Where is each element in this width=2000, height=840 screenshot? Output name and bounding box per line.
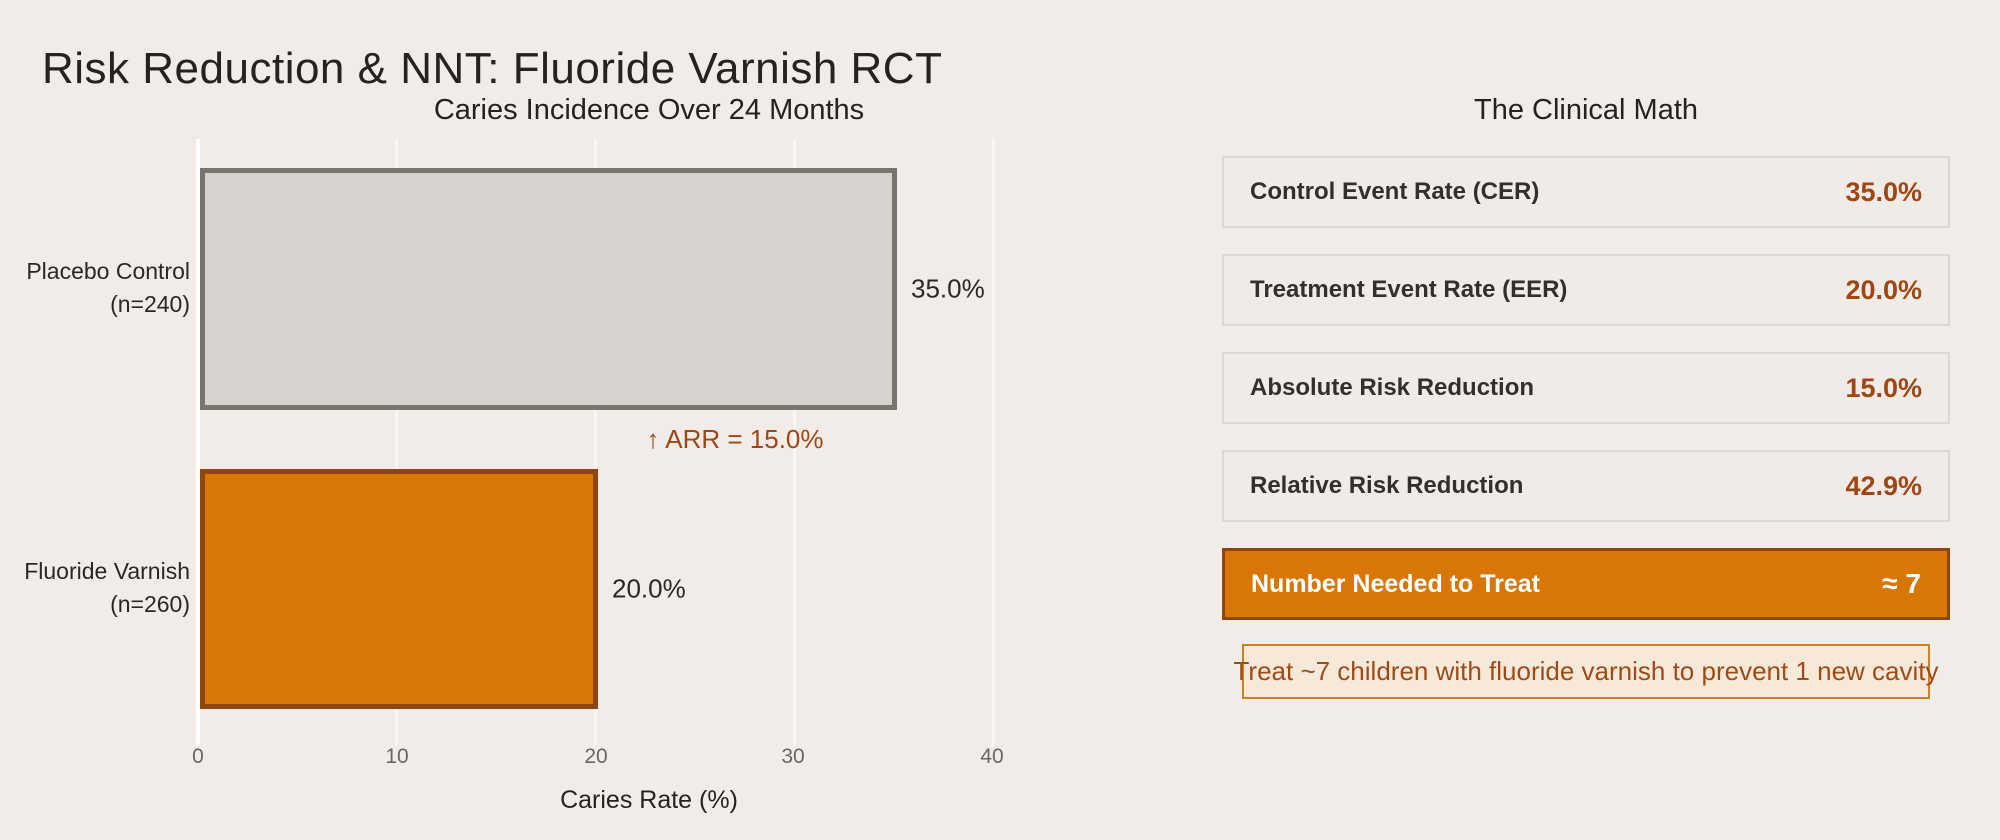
stat-row-arr: Absolute Risk Reduction 15.0%: [1222, 352, 1950, 424]
chart-title: Caries Incidence Over 24 Months: [433, 94, 865, 126]
plot-area: 35.0% 20.0% ↑ ARR = 15.0% 0 10 20 30 40: [192, 139, 1100, 768]
stat-value: 42.9%: [1845, 470, 1922, 501]
y-label-line2: (n=240): [110, 291, 190, 317]
y-label-line1: Fluoride Varnish: [24, 558, 190, 584]
stat-row-eer: Treatment Event Rate (EER) 20.0%: [1222, 254, 1950, 326]
stat-row-rrr: Relative Risk Reduction 42.9%: [1222, 450, 1950, 522]
x-tick-label: 10: [385, 745, 409, 768]
y-label-line2: (n=260): [110, 591, 190, 617]
bar-placebo-control: [200, 168, 897, 410]
stat-value: 20.0%: [1845, 274, 1922, 305]
y-tick-label-fluoride: Fluoride Varnish (n=260): [10, 555, 190, 621]
clinical-math-panel: Control Event Rate (CER) 35.0% Treatment…: [1222, 156, 1950, 646]
stat-value: 15.0%: [1845, 372, 1922, 403]
bar-fluoride-varnish: [200, 469, 598, 709]
nnt-note: Treat ~7 children with fluoride varnish …: [1234, 644, 1939, 699]
figure-title: Risk Reduction & NNT: Fluoride Varnish R…: [42, 44, 943, 93]
gridline: [793, 139, 796, 746]
x-tick-label: 30: [781, 745, 805, 768]
stat-label: Treatment Event Rate (EER): [1250, 276, 1568, 303]
arr-annotation: ↑ ARR = 15.0%: [646, 424, 824, 454]
panel-title: The Clinical Math: [1473, 94, 1699, 126]
stat-label: Relative Risk Reduction: [1250, 472, 1524, 499]
bar-row-fluoride: 20.0%: [200, 469, 1090, 709]
gridline: [992, 139, 995, 746]
stat-row-nnt: Number Needed to Treat ≈ 7: [1222, 548, 1950, 620]
bar-row-placebo: 35.0%: [200, 168, 1090, 410]
x-axis-title: Caries Rate (%): [560, 786, 738, 814]
stat-value: 35.0%: [1845, 176, 1922, 207]
gridline: [594, 139, 597, 746]
stat-label: Absolute Risk Reduction: [1250, 374, 1535, 401]
y-label-line1: Placebo Control: [26, 258, 190, 284]
gridline: [395, 139, 398, 746]
stat-label: Control Event Rate (CER): [1250, 178, 1540, 205]
x-tick-label: 20: [584, 745, 608, 768]
stat-value: ≈ 7: [1882, 568, 1921, 599]
bar-value-label: 35.0%: [911, 273, 985, 304]
stat-row-cer: Control Event Rate (CER) 35.0%: [1222, 156, 1950, 228]
bar-value-label: 20.0%: [612, 573, 686, 604]
x-tick-label: 0: [192, 745, 204, 768]
y-tick-label-placebo: Placebo Control (n=240): [10, 255, 190, 321]
x-axis-zero-line: [196, 139, 200, 746]
stat-label: Number Needed to Treat: [1251, 569, 1540, 598]
x-tick-label: 40: [980, 745, 1004, 768]
